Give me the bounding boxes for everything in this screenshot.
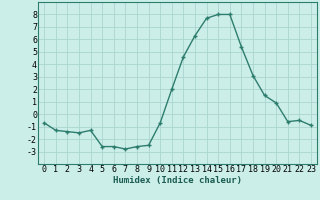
X-axis label: Humidex (Indice chaleur): Humidex (Indice chaleur) [113, 176, 242, 185]
